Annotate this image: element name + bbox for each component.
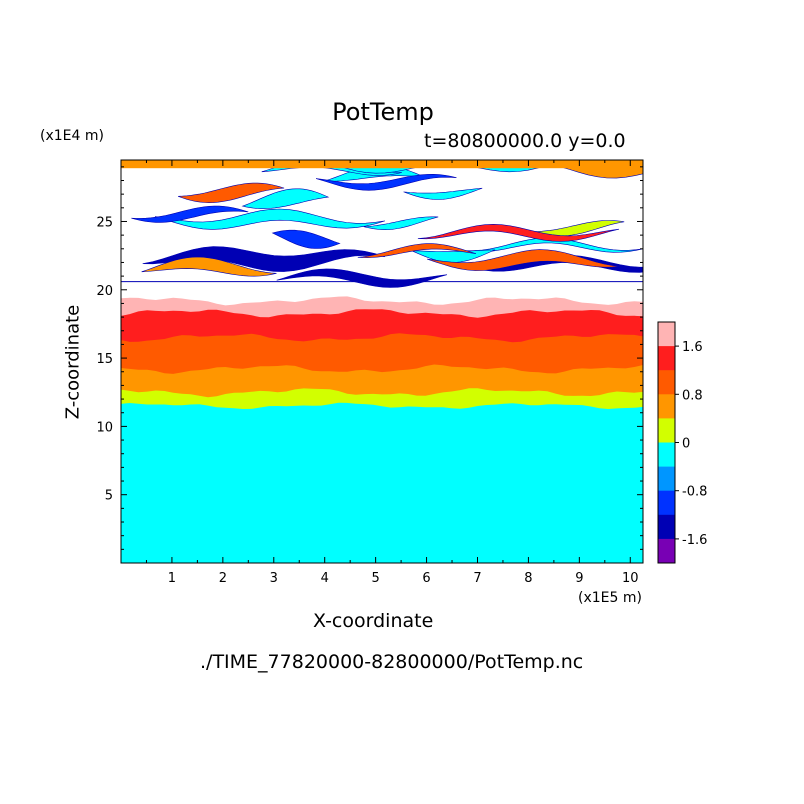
source-file-path: ./TIME_77820000-82800000/PotTemp.nc [200, 651, 584, 673]
x-tick-label: 7 [473, 571, 481, 586]
upper-band [276, 268, 448, 288]
colorbar-label: 0 [682, 437, 690, 452]
plot-area [121, 160, 643, 563]
upper-band [131, 205, 249, 223]
x-tick-label: 8 [524, 571, 532, 586]
x-tick-label: 10 [622, 571, 639, 586]
colorbar-segment [658, 442, 675, 467]
layer-band [121, 402, 643, 563]
colorbar-segment [658, 514, 675, 540]
upper-band [154, 208, 386, 230]
upper-band [357, 243, 477, 259]
colorbar-segment [658, 466, 675, 491]
x-scale-label: (x1E5 m) [578, 590, 642, 606]
plot-frame [120, 159, 644, 564]
y-tick-label: 10 [96, 420, 113, 435]
upper-band [363, 216, 439, 231]
x-tick-label: 6 [422, 571, 430, 586]
colorbar-label: -1.6 [682, 533, 707, 548]
x-tick-label: 3 [270, 571, 278, 586]
x-tick-label: 1 [168, 571, 176, 586]
y-scale-label: (x1E4 m) [40, 128, 104, 144]
colorbar-segment [658, 490, 675, 516]
top-edge-band [121, 160, 643, 169]
x-tick-label: 2 [219, 571, 227, 586]
colorbar-segment [658, 346, 675, 371]
y-tick-label: 20 [96, 284, 113, 299]
upper-band [177, 182, 285, 204]
x-tick-label: 9 [575, 571, 583, 586]
colorbar-segment [658, 418, 675, 443]
y-tick-label: 15 [96, 352, 113, 367]
upper-band [271, 229, 341, 249]
colorbar: 1.6 0.8 0 -0.8 -1.6 [657, 321, 707, 564]
chart-subtitle: t=80800000.0 y=0.0 [424, 130, 626, 152]
colorbar-label: -0.8 [682, 485, 707, 500]
colorbar-segment [658, 370, 675, 395]
upper-band [141, 256, 277, 277]
upper-band [427, 249, 621, 271]
upper-band [417, 223, 620, 242]
colorbar-label: 0.8 [682, 388, 703, 403]
upper-band [316, 173, 457, 191]
colorbar-segment [658, 394, 675, 419]
upper-band [459, 237, 643, 253]
colorbar-segment [658, 538, 675, 564]
upper-band [403, 187, 483, 200]
x-tick-label: 4 [321, 571, 329, 586]
y-tick-label: 5 [105, 489, 113, 504]
chart-title: PotTemp [332, 98, 434, 126]
x-axis-label: X-coordinate [313, 610, 434, 632]
colorbar-label: 1.6 [682, 340, 703, 355]
y-tick-label: 25 [96, 215, 113, 230]
upper-band [241, 188, 330, 209]
x-tick-label: 5 [371, 571, 379, 586]
colorbar-segment [658, 322, 675, 347]
axis-ticks: 1 2 3 4 5 6 7 8 9 10 5 10 15 20 25 [96, 160, 643, 586]
